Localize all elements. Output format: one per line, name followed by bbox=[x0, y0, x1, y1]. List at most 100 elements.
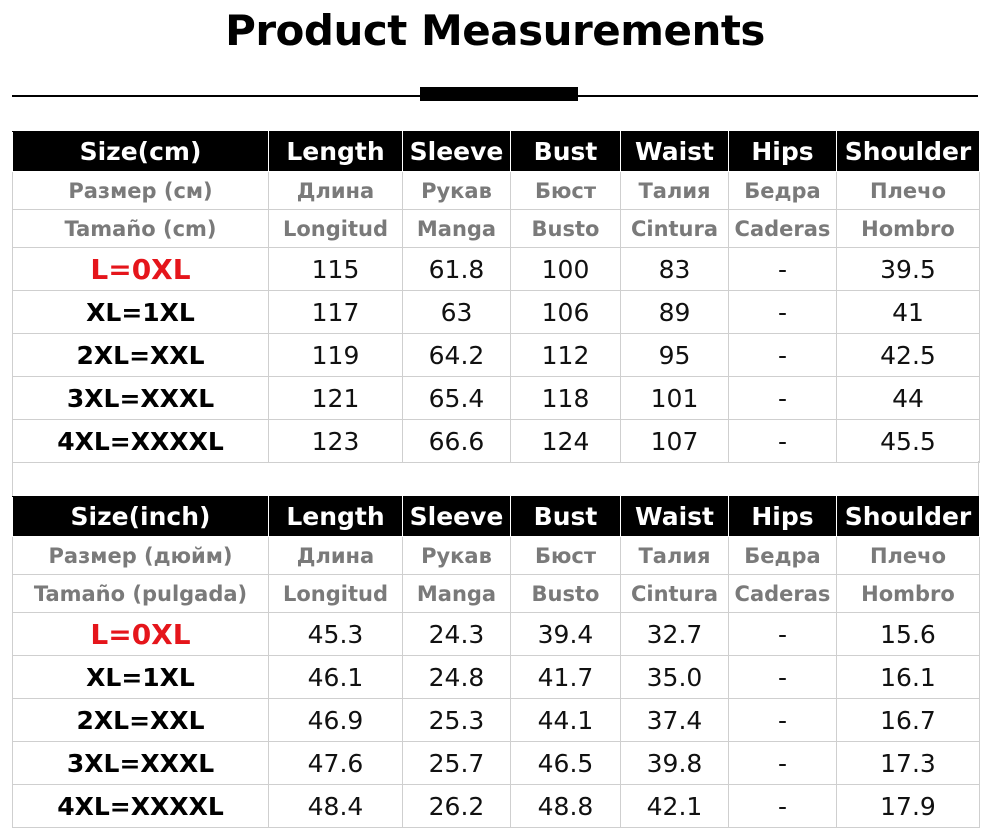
size-cell: 3XL=XXXL bbox=[12, 741, 269, 785]
spanish-cell: Manga bbox=[402, 209, 511, 248]
value-cell: 124 bbox=[510, 419, 621, 463]
header-cell: Hips bbox=[728, 131, 837, 172]
value-cell: - bbox=[728, 376, 837, 420]
header-cell: Waist bbox=[620, 496, 729, 537]
russian-row: Размер (см) Длина Рукав Бюст Талия Бедра Плечо bbox=[12, 171, 980, 210]
header-cell: Length bbox=[268, 131, 403, 172]
spanish-cell: Busto bbox=[510, 574, 621, 613]
value-cell: 47.6 bbox=[268, 741, 403, 785]
value-cell: 45.3 bbox=[268, 612, 403, 656]
header-cell: Size(inch) bbox=[12, 496, 269, 537]
data-row: 2XL=XXL 46.9 25.3 44.1 37.4-16.7 bbox=[12, 698, 980, 742]
value-cell: 66.6 bbox=[402, 419, 511, 463]
spanish-cell: Longitud bbox=[268, 209, 403, 248]
russian-row: Размер (дюйм) Длина Рукав Бюст Талия Бедра Пле… bbox=[12, 536, 980, 575]
value-cell: 100 bbox=[510, 247, 621, 291]
value-cell: - bbox=[728, 333, 837, 377]
value-cell: 115 bbox=[268, 247, 403, 291]
value-cell: 46.9 bbox=[268, 698, 403, 742]
data-row: 4XL=XXXXL 123 66.6 124 107-45.5 bbox=[12, 419, 980, 463]
value-cell: 42.5 bbox=[836, 333, 980, 377]
data-row: L=0XL 115 61.8 100 83-39.5 bbox=[12, 247, 980, 291]
value-cell: 25.3 bbox=[402, 698, 511, 742]
value-cell: 123 bbox=[268, 419, 403, 463]
header-cell: Sleeve bbox=[402, 496, 511, 537]
value-cell: 24.3 bbox=[402, 612, 511, 656]
size-cell: 2XL=XXL bbox=[12, 698, 269, 742]
value-cell: 41.7 bbox=[510, 655, 621, 699]
value-cell: 35.0 bbox=[620, 655, 729, 699]
size-table: Size(cm) Length Sleeve Bust Waist Hips Shoulde… bbox=[12, 131, 980, 463]
value-cell: 39.5 bbox=[836, 247, 980, 291]
russian-cell: Длина bbox=[268, 536, 403, 575]
spanish-cell: Cintura bbox=[620, 574, 729, 613]
value-cell: - bbox=[728, 698, 837, 742]
value-cell: 41 bbox=[836, 290, 980, 334]
spanish-cell: Caderas bbox=[728, 574, 837, 613]
table-gap bbox=[12, 461, 979, 496]
russian-cell: Бюст bbox=[510, 536, 621, 575]
spanish-cell: Manga bbox=[402, 574, 511, 613]
value-cell: 65.4 bbox=[402, 376, 511, 420]
value-cell: 37.4 bbox=[620, 698, 729, 742]
data-row: XL=1XL 117 63 106 89-41 bbox=[12, 290, 980, 334]
value-cell: 17.3 bbox=[836, 741, 980, 785]
spanish-cell: Cintura bbox=[620, 209, 729, 248]
value-cell: 39.4 bbox=[510, 612, 621, 656]
header-cell: Shoulder bbox=[836, 131, 980, 172]
value-cell: 119 bbox=[268, 333, 403, 377]
spanish-cell: Hombro bbox=[836, 209, 980, 248]
value-cell: 83 bbox=[620, 247, 729, 291]
value-cell: 64.2 bbox=[402, 333, 511, 377]
russian-cell: Бюст bbox=[510, 171, 621, 210]
value-cell: 44 bbox=[836, 376, 980, 420]
value-cell: 45.5 bbox=[836, 419, 980, 463]
data-row: L=0XL 45.3 24.3 39.4 32.7-15.6 bbox=[12, 612, 980, 656]
value-cell: 39.8 bbox=[620, 741, 729, 785]
size-cell: L=0XL bbox=[12, 247, 269, 291]
value-cell: 44.1 bbox=[510, 698, 621, 742]
size-cell: XL=1XL bbox=[12, 290, 269, 334]
data-row: 3XL=XXXL 121 65.4 118 101-44 bbox=[12, 376, 980, 420]
header-cell: Bust bbox=[510, 131, 621, 172]
data-row: 3XL=XXXL 47.6 25.7 46.5 39.8-17.3 bbox=[12, 741, 980, 785]
spanish-cell: Tamaño (pulgada) bbox=[12, 574, 269, 613]
size-cell: 4XL=XXXXL bbox=[12, 419, 269, 463]
spanish-cell: Busto bbox=[510, 209, 621, 248]
value-cell: - bbox=[728, 741, 837, 785]
value-cell: 42.1 bbox=[620, 784, 729, 828]
value-cell: 112 bbox=[510, 333, 621, 377]
value-cell: 89 bbox=[620, 290, 729, 334]
data-row: XL=1XL 46.1 24.8 41.7 35.0-16.1 bbox=[12, 655, 980, 699]
russian-cell: Талия bbox=[620, 171, 729, 210]
value-cell: 17.9 bbox=[836, 784, 980, 828]
header-row: Size(cm) Length Sleeve Bust Waist Hips Shoulde… bbox=[12, 131, 980, 172]
value-cell: - bbox=[728, 419, 837, 463]
value-cell: 48.8 bbox=[510, 784, 621, 828]
value-cell: 117 bbox=[268, 290, 403, 334]
value-cell: 63 bbox=[402, 290, 511, 334]
russian-cell: Плечо bbox=[836, 171, 980, 210]
value-cell: 32.7 bbox=[620, 612, 729, 656]
spanish-cell: Hombro bbox=[836, 574, 980, 613]
spanish-cell: Tamaño (cm) bbox=[12, 209, 269, 248]
header-cell: Sleeve bbox=[402, 131, 511, 172]
header-row: Size(inch) Length Sleeve Bust Waist Hips Shoul… bbox=[12, 496, 980, 537]
russian-cell: Рукав bbox=[402, 171, 511, 210]
spanish-cell: Caderas bbox=[728, 209, 837, 248]
divider-bar bbox=[420, 87, 578, 101]
spanish-cell: Longitud bbox=[268, 574, 403, 613]
data-row: 4XL=XXXXL 48.4 26.2 48.8 42.1-17.9 bbox=[12, 784, 980, 828]
value-cell: 121 bbox=[268, 376, 403, 420]
size-cell: 3XL=XXXL bbox=[12, 376, 269, 420]
spanish-row: Tamaño (pulgada) Longitud Manga Busto Cintur… bbox=[12, 574, 980, 613]
size-cell: XL=1XL bbox=[12, 655, 269, 699]
value-cell: 46.5 bbox=[510, 741, 621, 785]
header-cell: Shoulder bbox=[836, 496, 980, 537]
value-cell: - bbox=[728, 612, 837, 656]
value-cell: 26.2 bbox=[402, 784, 511, 828]
value-cell: 118 bbox=[510, 376, 621, 420]
russian-cell: Бедра bbox=[728, 536, 837, 575]
value-cell: 46.1 bbox=[268, 655, 403, 699]
